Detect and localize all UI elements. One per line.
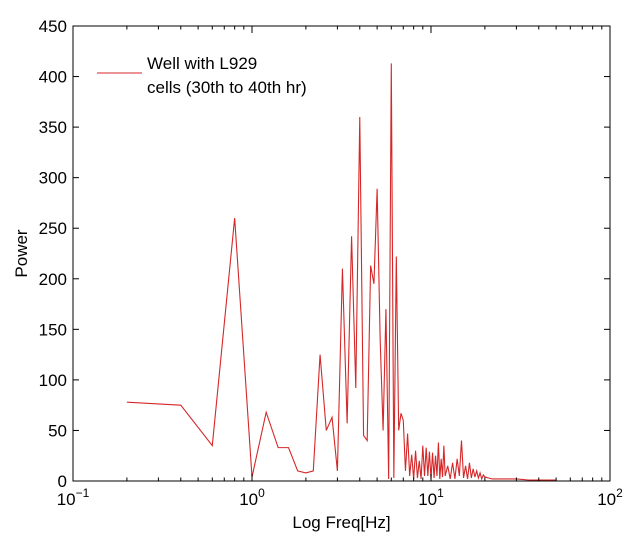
y-tick-label: 350	[39, 118, 67, 137]
x-tick-label: 100	[239, 486, 265, 509]
x-tick-base: 10	[597, 490, 616, 509]
y-tick-label: 0	[58, 472, 67, 491]
series-line-0	[126, 63, 557, 481]
y-tick-label: 100	[39, 371, 67, 390]
x-tick-base: 10	[239, 490, 258, 509]
y-tick-label: 150	[39, 320, 67, 339]
y-tick-label: 50	[48, 421, 67, 440]
y-tick-label: 250	[39, 219, 67, 238]
legend-label-line: cells (30th to 40th hr)	[147, 78, 307, 97]
legend-label-line: Well with L929	[147, 54, 257, 73]
y-tick-label: 400	[39, 68, 67, 87]
x-tick-base: 10	[57, 490, 76, 509]
plot-frame	[72, 25, 611, 482]
x-tick-exponent: 2	[616, 486, 623, 500]
x-tick-exponent: 0	[258, 486, 265, 500]
y-tick-label: 300	[39, 169, 67, 188]
y-tick-label: 200	[39, 270, 67, 289]
y-tick-label: 450	[39, 17, 67, 36]
y-axis-label: Power	[12, 229, 31, 278]
x-tick-exponent: 1	[437, 486, 444, 500]
x-tick-label: 10−1	[57, 486, 90, 509]
x-tick-label: 102	[597, 486, 623, 509]
legend: Well with L929 cells (30th to 40th hr)	[97, 54, 307, 97]
x-tick-exponent: −1	[76, 486, 90, 500]
x-axis-label: Log Freq[Hz]	[292, 513, 390, 532]
x-tick-base: 10	[418, 490, 437, 509]
x-tick-label: 101	[418, 486, 444, 509]
plot-area	[126, 63, 557, 481]
